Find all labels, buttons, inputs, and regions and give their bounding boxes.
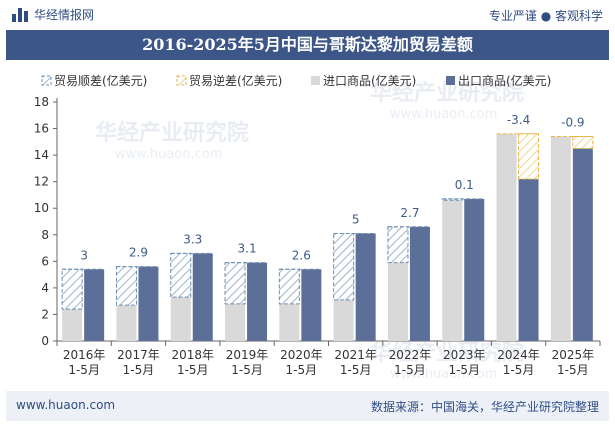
chart-legend: 贸易顺差(亿美元) 贸易逆差(亿美元) 进口商品(亿美元) 出口商品(亿美元) <box>41 73 551 88</box>
legend-deficit-swatch <box>176 75 187 86</box>
legend-import-label: 进口商品(亿美元) <box>323 73 416 88</box>
y-tick-label: 0 <box>41 334 49 348</box>
data-label: -3.4 <box>507 113 530 127</box>
legend-deficit-label: 贸易逆差(亿美元) <box>189 73 282 88</box>
x-tick-label: 1-5月 <box>340 363 372 377</box>
slogan: 专业严谨 ● 客观科学 <box>488 9 603 23</box>
bar-export <box>84 269 105 341</box>
bar-import <box>550 136 571 341</box>
footer: www.huaon.com 数据来源：中国海关，华经产业研究院整理 <box>6 391 609 421</box>
legend-import-swatch <box>311 76 320 85</box>
y-tick-label: 16 <box>34 122 49 136</box>
bar-export <box>301 269 322 341</box>
data-label: 0.1 <box>455 178 474 192</box>
data-label: 5 <box>352 212 360 226</box>
bar-surplus <box>387 226 409 264</box>
x-tick-label: 1-5月 <box>394 363 426 377</box>
bar-import <box>170 297 191 341</box>
x-tick-label: 1-5月 <box>448 363 480 377</box>
x-tick-label: 2017年 <box>117 348 160 362</box>
x-tick-label: 1-5月 <box>557 363 589 377</box>
bar-surplus <box>61 268 83 310</box>
watermark-url: www.huaon.com <box>115 147 222 162</box>
watermark-layer: 华经产业研究院www.huaon.com华经产业研究院www.huaon.com… <box>95 80 524 382</box>
x-tick-label: 1-5月 <box>286 363 318 377</box>
x-tick-label: 2022年 <box>389 348 432 362</box>
bar-chart-icon <box>12 7 28 22</box>
watermark-url: www.huaon.com <box>390 367 497 382</box>
legend-surplus-swatch <box>41 75 52 86</box>
bar-export <box>247 262 268 341</box>
y-tick-label: 14 <box>34 148 49 162</box>
chart-axes: 0246810121416182016年1-5月2017年1-5月2018年1-… <box>34 95 601 377</box>
chart-area: 华经产业研究院www.huaon.com华经产业研究院www.huaon.com… <box>34 73 601 382</box>
x-tick-label: 2023年 <box>443 348 486 362</box>
bar-export <box>409 226 430 341</box>
x-tick-label: 2025年 <box>552 348 595 362</box>
watermark-url: www.huaon.com <box>390 107 497 122</box>
y-tick-label: 10 <box>34 201 49 215</box>
bar-surplus <box>278 268 300 305</box>
x-tick-label: 1-5月 <box>68 363 100 377</box>
y-tick-label: 6 <box>41 254 49 268</box>
y-tick-label: 2 <box>41 307 49 321</box>
x-tick-label: 1-5月 <box>231 363 263 377</box>
bar-export <box>355 233 376 341</box>
bar-import <box>116 305 137 341</box>
chart-data-labels: 3 2.9 3.3 3.1 2.6 5 2.7 0.1 -3.4 -0.9 <box>80 113 584 262</box>
data-label: 2.7 <box>400 206 419 220</box>
x-tick-label: 1-5月 <box>123 363 155 377</box>
bar-surplus <box>333 232 355 301</box>
bar-import <box>279 303 300 341</box>
watermark-text: 华经产业研究院 <box>370 340 524 366</box>
y-tick-label: 12 <box>34 175 49 189</box>
website-link[interactable]: www.huaon.com <box>16 398 116 412</box>
bar-import <box>442 200 463 341</box>
bar-surplus <box>170 252 192 298</box>
bar-surplus <box>224 262 246 305</box>
bar-import <box>225 303 246 341</box>
x-tick-label: 2019年 <box>226 348 269 362</box>
data-source: 数据来源：中国海关，华经产业研究院整理 <box>370 400 599 414</box>
bar-import <box>333 299 354 341</box>
legend-surplus-label: 贸易顺差(亿美元) <box>54 73 147 88</box>
chart-bars <box>61 133 594 341</box>
brand-logo[interactable]: 华经情报网 <box>12 6 94 23</box>
data-label: 2.6 <box>292 248 311 262</box>
data-label: -0.9 <box>561 116 584 130</box>
legend-export-label: 出口商品(亿美元) <box>458 73 551 88</box>
bar-deficit <box>572 136 594 149</box>
x-tick-label: 2021年 <box>334 348 377 362</box>
x-tick-label: 2024年 <box>497 348 540 362</box>
bar-import <box>62 309 83 341</box>
bar-export <box>572 148 593 341</box>
chart-title: 2016-2025年5月中国与哥斯达黎加贸易差额 <box>6 30 609 60</box>
y-tick-label: 4 <box>41 281 49 295</box>
bar-export <box>138 266 159 341</box>
y-tick-label: 18 <box>34 95 49 109</box>
top-bar: 华经情报网 专业严谨 ● 客观科学 <box>0 0 615 28</box>
legend-export-swatch <box>446 76 455 85</box>
bar-export <box>192 253 213 341</box>
bar-deficit <box>518 133 540 180</box>
bar-export <box>518 179 539 341</box>
data-label: 3.3 <box>183 232 202 246</box>
watermark-text: 华经产业研究院 <box>95 120 249 146</box>
x-tick-label: 1-5月 <box>503 363 535 377</box>
x-tick-label: 2020年 <box>280 348 323 362</box>
data-label: 2.9 <box>129 246 148 260</box>
brand-name: 华经情报网 <box>34 8 95 22</box>
x-tick-label: 2018年 <box>171 348 214 362</box>
bar-surplus <box>115 266 137 306</box>
bar-export <box>464 198 485 341</box>
x-tick-label: 1-5月 <box>177 363 209 377</box>
data-label: 3.1 <box>238 242 257 256</box>
x-tick-label: 2016年 <box>63 348 106 362</box>
bar-import <box>496 133 517 341</box>
bar-import <box>387 262 408 341</box>
y-tick-label: 8 <box>41 228 49 242</box>
data-label: 3 <box>80 248 88 262</box>
